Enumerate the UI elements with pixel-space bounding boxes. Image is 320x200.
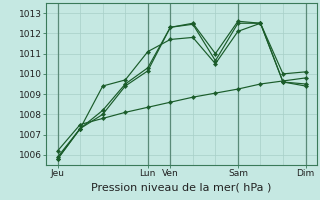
X-axis label: Pression niveau de la mer( hPa ): Pression niveau de la mer( hPa ) (92, 182, 272, 192)
